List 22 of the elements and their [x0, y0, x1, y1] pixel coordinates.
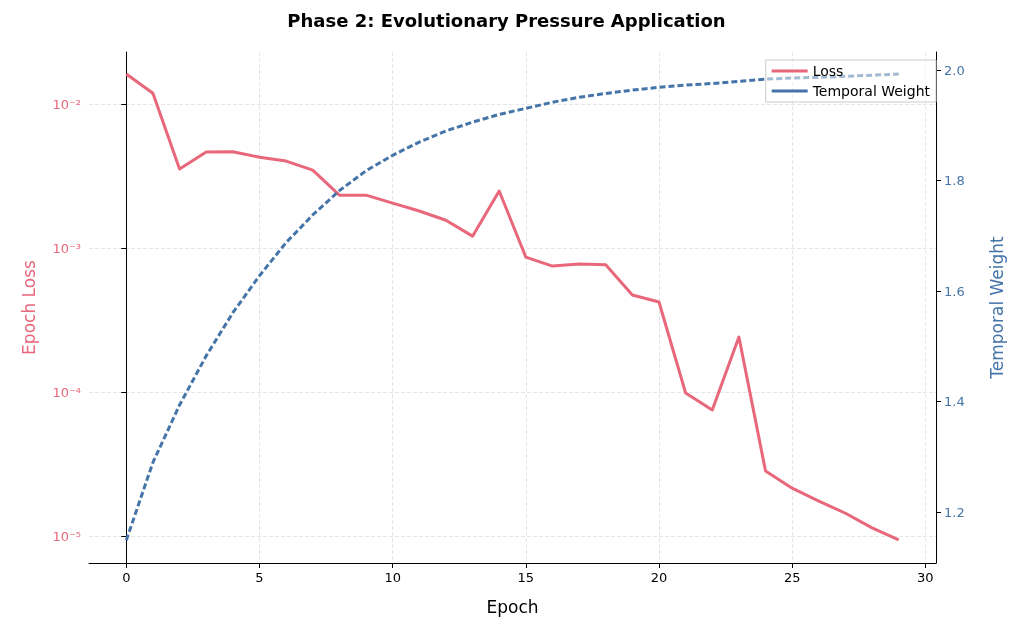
chart-title: Phase 2: Evolutionary Pressure Application	[287, 9, 726, 31]
y2-tick-label: 2.0	[944, 62, 965, 78]
y2-tick-label: 1.4	[944, 394, 965, 410]
y-tick-label: 10⁻⁴	[52, 384, 81, 400]
y-tick-label: 10⁻³	[52, 240, 81, 256]
y2-tick-label: 1.6	[944, 283, 965, 299]
x-tick-label: 0	[122, 570, 131, 585]
x-axis-title: Epoch	[486, 596, 539, 617]
y2-axis-title: Temporal Weight	[986, 235, 1007, 380]
y-tick-label: 10⁻²	[52, 96, 81, 112]
x-tick-label: 30	[917, 570, 934, 585]
y2-tick-label: 1.8	[944, 173, 965, 189]
x-tick-label: 20	[650, 570, 668, 585]
y-tick-label: 10⁻⁵	[52, 528, 81, 544]
legend-label: Loss	[812, 63, 844, 79]
y2-tick-label: 1.2	[944, 504, 965, 520]
x-tick-label: 10	[384, 570, 401, 585]
x-tick-label: 25	[783, 570, 801, 585]
legend-label: Temporal Weight	[811, 83, 931, 99]
x-tick-label: 15	[517, 570, 535, 585]
x-tick-label: 5	[255, 570, 264, 585]
y-axis-title: Epoch Loss	[18, 259, 39, 355]
